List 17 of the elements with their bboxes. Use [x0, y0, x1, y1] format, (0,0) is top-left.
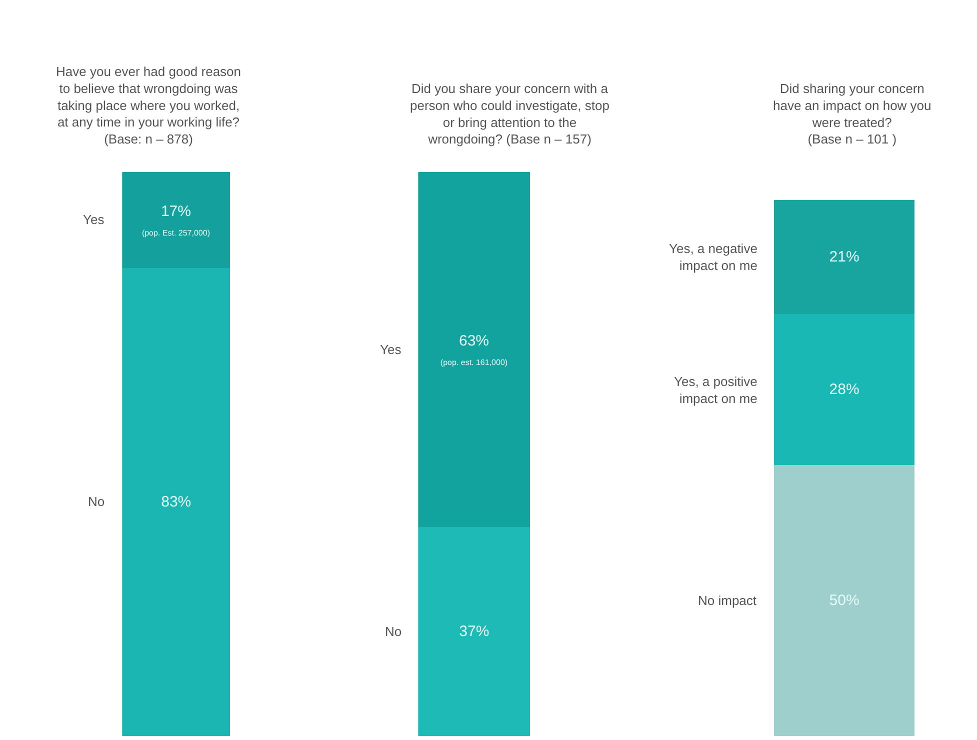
chart-title: Did you share your concern with a person who could investigate, stop or bring attention to the wrongdoing? (Base n – 157) — [410, 81, 610, 147]
data-label: 28% — [829, 381, 860, 398]
data-label: 37% — [459, 623, 490, 640]
series-label: Yes — [83, 212, 105, 227]
series-label: No — [385, 624, 402, 639]
series-label: No — [88, 494, 105, 509]
series-label: Yes, a negative impact on me — [669, 241, 758, 273]
data-label: 83% — [161, 494, 192, 510]
series-label: No impact — [698, 593, 757, 608]
data-label: 17% (pop. Est. 257,000) — [142, 202, 210, 238]
series-label: Yes — [380, 342, 402, 357]
chart-title: Did sharing your concern have an impact on how you were treated? (Base n – 101 ) — [773, 81, 932, 147]
chart-title: Have you ever had good reason to believe that wrongdoing was taking place where you worked, at any time in your working life? (Base: n – 878) — [56, 64, 242, 147]
series-label: Yes, a positive impact on me — [674, 374, 758, 406]
data-label: 50% — [829, 592, 860, 609]
data-label: 21% — [829, 248, 860, 266]
data-label: 63% (pop. est. 161,000) — [440, 332, 508, 367]
